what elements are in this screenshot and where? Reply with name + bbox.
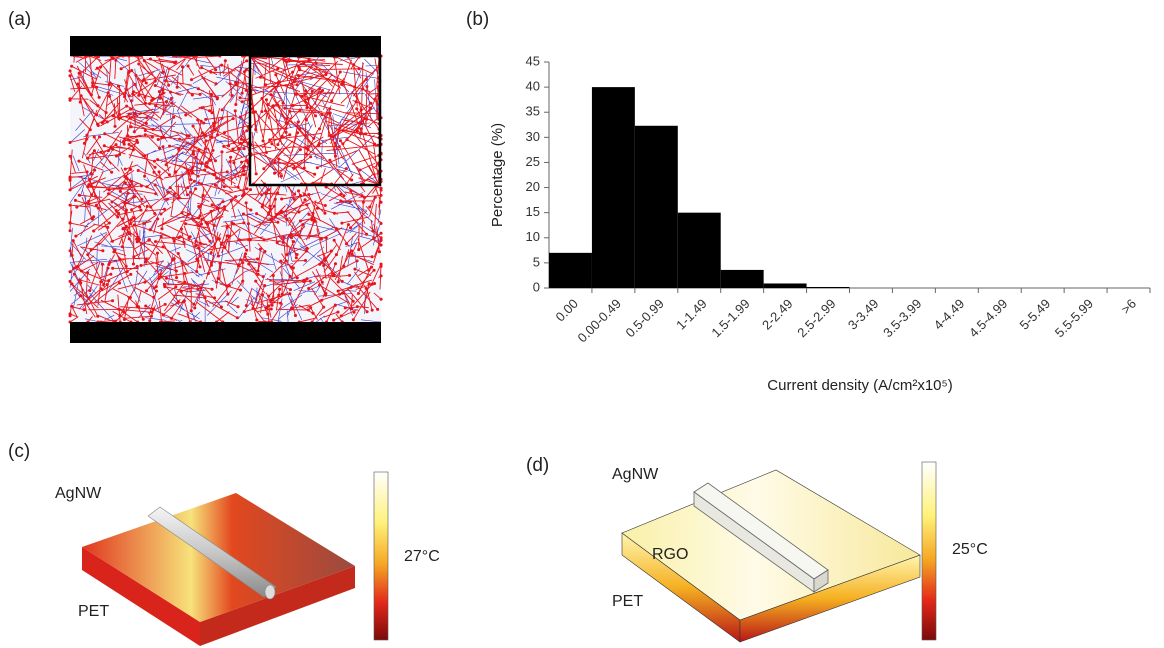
annotation: 25°C xyxy=(952,541,988,558)
x-axis-label: Current density (A/cm²x10⁵) xyxy=(767,377,952,394)
x-tick-label: 2.5-2.99 xyxy=(794,296,838,340)
electrode xyxy=(70,322,381,343)
y-tick-label: 0 xyxy=(533,279,540,294)
annotation: 27°C xyxy=(404,548,440,565)
x-tick-label: 3-3.49 xyxy=(845,296,882,333)
x-tick-label: 0.5-0.99 xyxy=(623,296,667,340)
bar xyxy=(720,269,764,288)
inset-frame xyxy=(248,54,382,187)
electrode xyxy=(70,36,381,56)
y-tick-label: 35 xyxy=(526,104,540,119)
annotation: AgNW xyxy=(55,485,102,502)
slab-side xyxy=(200,566,355,646)
nanowire-end xyxy=(813,569,829,593)
bar xyxy=(677,212,721,288)
x-tick-label: 3.5-3.99 xyxy=(880,296,924,340)
y-tick-label: 20 xyxy=(526,179,540,194)
x-tick-label: 0.00-0.49 xyxy=(574,296,623,345)
annotation: PET xyxy=(612,593,643,610)
panel-label: (b) xyxy=(466,9,489,30)
bar xyxy=(634,125,678,288)
x-tick-label: 0.00 xyxy=(553,296,582,325)
bar xyxy=(591,87,635,288)
annotation: PET xyxy=(78,603,109,620)
x-tick-label: 1.5-1.99 xyxy=(708,296,752,340)
bar xyxy=(806,286,850,288)
y-tick-label: 30 xyxy=(526,129,540,144)
y-tick-label: 40 xyxy=(526,79,540,94)
slab-d xyxy=(621,469,921,643)
slab-c xyxy=(82,493,355,646)
colorbar xyxy=(921,461,937,641)
y-tick-label: 15 xyxy=(526,204,540,219)
x-tick-label: 1-1.49 xyxy=(673,296,710,333)
colorbar xyxy=(373,471,389,641)
wire-red xyxy=(250,56,380,185)
x-tick-label: >6 xyxy=(1118,296,1139,317)
annotation: AgNW xyxy=(612,466,659,483)
panel-label: (c) xyxy=(8,441,30,462)
x-tick-label: 4-4.49 xyxy=(931,296,968,333)
nanowire xyxy=(147,506,277,598)
x-tick-label: 4.5-4.99 xyxy=(966,296,1010,340)
y-tick-label: 10 xyxy=(526,229,540,244)
x-tick-label: 2-2.49 xyxy=(759,296,796,333)
x-tick-label: 5-5.49 xyxy=(1017,296,1054,333)
y-tick-label: 45 xyxy=(526,53,540,68)
y-tick-label: 5 xyxy=(533,254,540,269)
bar xyxy=(549,252,592,288)
bar xyxy=(763,283,807,288)
y-axis-label: Percentage (%) xyxy=(489,123,506,227)
panel-label: (a) xyxy=(8,9,31,30)
x-tick-label: 5.5-5.99 xyxy=(1052,296,1096,340)
annotation: RGO xyxy=(652,546,688,563)
slab-front xyxy=(82,547,200,646)
y-tick-label: 25 xyxy=(526,154,540,169)
network-image xyxy=(68,54,383,324)
panel-label: (d) xyxy=(526,455,549,476)
nanowire-end xyxy=(264,584,276,600)
